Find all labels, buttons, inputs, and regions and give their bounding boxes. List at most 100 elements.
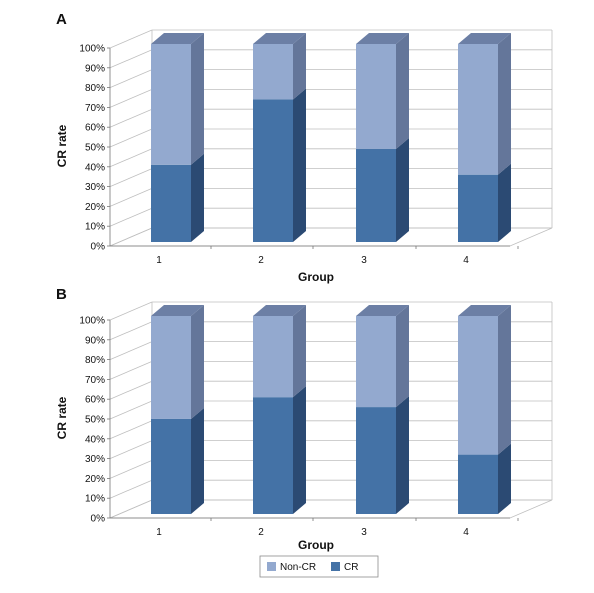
x-tick-label: 2: [258, 527, 264, 538]
y-tick-label: 50%: [85, 415, 105, 426]
legend-label-cr: CR: [344, 562, 358, 573]
bar-noncr-front: [253, 44, 293, 100]
y-tick-label: 10%: [85, 494, 105, 505]
bar-top: [458, 305, 511, 316]
y-tick-label: 100%: [79, 44, 105, 55]
x-tick-label: 1: [156, 527, 162, 538]
wall-gridline: [109, 341, 153, 360]
wall-gridline: [109, 440, 153, 459]
y-tick-label: 20%: [85, 202, 105, 213]
wall-gridline: [109, 49, 153, 69]
y-tick-label: 40%: [85, 434, 105, 445]
panel-a-plot: 0% 10% 20% 30% 40% 50% 60% 70% 80% 90% 100% 1 2 3 4: [79, 29, 553, 266]
bar-top: [151, 33, 204, 44]
panel-a-x-axis-title: Group: [298, 270, 334, 284]
y-tick-label: 10%: [85, 222, 105, 233]
wall-gridline: [109, 128, 153, 148]
bar-cr-side: [191, 407, 204, 514]
wall-gridline: [109, 479, 153, 499]
bar-noncr-side: [498, 305, 511, 455]
bar-noncr-front: [356, 44, 396, 149]
y-tick-label: 60%: [85, 395, 105, 406]
bar-noncr-side: [293, 33, 306, 100]
x-tick-label: 2: [258, 255, 264, 266]
y-tick-label: 90%: [85, 335, 105, 346]
legend: Non-CR CR: [259, 555, 379, 578]
wall-gridline: [109, 89, 153, 108]
wall-gridline: [109, 380, 153, 400]
legend-swatch-cr: [331, 562, 340, 571]
wall-gridline: [109, 69, 153, 88]
bar-noncr-side: [191, 305, 204, 419]
wall-gridline: [109, 188, 153, 207]
bar-top: [151, 305, 204, 316]
wall-gridline: [109, 168, 153, 187]
panel-b-label: B: [56, 286, 67, 303]
wall-gridline: [109, 207, 153, 227]
bar-cr-side: [498, 443, 511, 514]
wall-gridline: [109, 400, 153, 420]
y-tick-label: 40%: [85, 162, 105, 173]
x-tick-label: 4: [463, 255, 469, 266]
y-tick-label: 100%: [79, 316, 105, 327]
bar-noncr-side: [396, 33, 409, 149]
wall-gridline: [109, 148, 153, 168]
bar-cr-front: [253, 99, 293, 242]
bar-top: [253, 305, 306, 316]
bar-noncr-side: [396, 305, 409, 408]
wall-gridline: [109, 420, 153, 440]
bar-cr-side: [396, 396, 409, 514]
wall-gridline: [109, 301, 153, 321]
bar-top: [356, 33, 409, 44]
bar-noncr-side: [191, 33, 204, 165]
x-tick-label: 3: [361, 527, 367, 538]
panel-b-plot: 0% 10% 20% 30% 40% 50% 60% 70% 80% 90% 100% 1 2 3 4: [79, 301, 553, 538]
bar-cr-front: [253, 397, 293, 514]
wall-gridline: [109, 29, 153, 49]
x-tick-label: 4: [463, 527, 469, 538]
bar-cr-side: [293, 88, 306, 242]
bar-cr-side: [396, 137, 409, 242]
y-tick-label: 0%: [91, 514, 106, 525]
bar-cr-front: [458, 454, 498, 514]
bar-cr-front: [356, 148, 396, 242]
legend-swatch-non-cr: [267, 562, 276, 571]
bar-cr-side: [191, 153, 204, 242]
bar-noncr-side: [293, 305, 306, 398]
bar-top: [458, 33, 511, 44]
x-tick-label: 3: [361, 255, 367, 266]
wall-gridline: [109, 108, 153, 128]
y-tick-label: 70%: [85, 103, 105, 114]
y-tick-label: 20%: [85, 474, 105, 485]
y-tick-label: 0%: [91, 242, 106, 253]
y-tick-label: 80%: [85, 355, 105, 366]
wall-gridline: [109, 321, 153, 341]
bar-cr-front: [151, 418, 191, 514]
panel-a: A 0%10%20%30%40%50%60%70%80%90%100%1 2 3 4 …: [55, 11, 553, 284]
bar-noncr-front: [151, 44, 191, 165]
bar-noncr-front: [458, 316, 498, 455]
y-tick-label: 70%: [85, 375, 105, 386]
panel-b-x-axis-title: Group: [298, 538, 334, 552]
bar-cr-front: [151, 164, 191, 242]
bar-noncr-front: [151, 316, 191, 419]
panel-b: B 0%10%20%30%40%50%60%70%80%90%100%1 2 3 4 …: [55, 286, 553, 552]
wall-gridline: [109, 361, 153, 380]
legend-label-non-cr: Non-CR: [280, 562, 316, 573]
bar-top: [356, 305, 409, 316]
bar-noncr-front: [356, 316, 396, 408]
y-tick-label: 90%: [85, 63, 105, 74]
bar-noncr-front: [458, 44, 498, 175]
y-tick-label: 30%: [85, 454, 105, 465]
bar-noncr-side: [498, 33, 511, 175]
bar-cr-front: [458, 174, 498, 242]
legend-box: [259, 555, 379, 578]
y-tick-label: 50%: [85, 143, 105, 154]
bar-noncr-front: [253, 316, 293, 398]
y-tick-label: 30%: [85, 182, 105, 193]
bar-cr-side: [498, 163, 511, 242]
x-tick-label: 1: [156, 255, 162, 266]
y-tick-label: 60%: [85, 123, 105, 134]
bar-top: [253, 33, 306, 44]
